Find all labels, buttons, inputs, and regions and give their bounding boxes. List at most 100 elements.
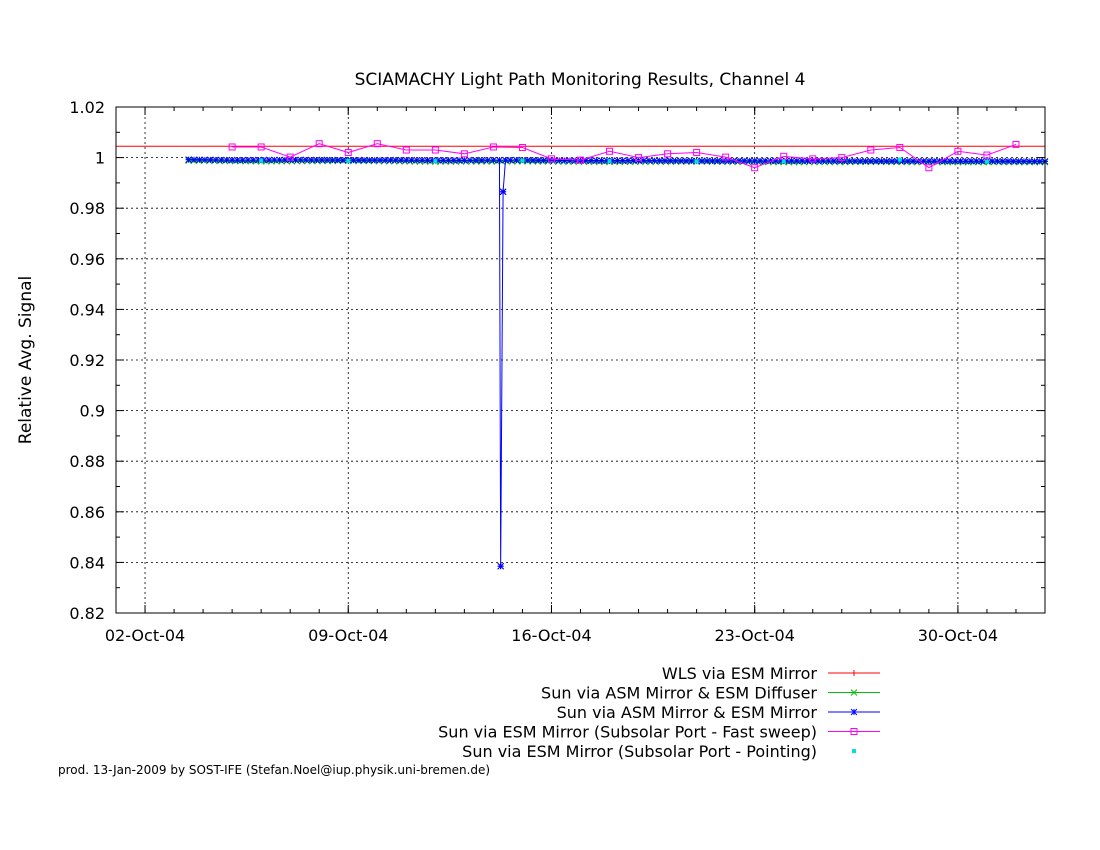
data-point bbox=[461, 157, 468, 164]
data-point bbox=[793, 157, 801, 165]
data-point bbox=[904, 157, 912, 165]
data-point bbox=[418, 156, 426, 164]
data-point bbox=[672, 157, 679, 165]
data-point bbox=[825, 157, 832, 165]
data-point bbox=[534, 156, 542, 164]
data-point bbox=[925, 157, 933, 165]
data-point bbox=[472, 156, 480, 164]
data-point bbox=[490, 156, 497, 164]
data-point bbox=[270, 156, 278, 164]
data-point bbox=[664, 150, 672, 158]
series-5 bbox=[259, 157, 989, 164]
data-point bbox=[450, 156, 458, 164]
data-point bbox=[746, 157, 753, 165]
data-point bbox=[1004, 157, 1012, 165]
data-point bbox=[709, 157, 716, 165]
data-point bbox=[962, 157, 970, 165]
data-point bbox=[455, 157, 463, 164]
legend-label: Sun via ESM Mirror (Subsolar Port - Poin… bbox=[462, 742, 817, 761]
data-point bbox=[846, 157, 854, 165]
y-tick-label: 0.98 bbox=[69, 199, 105, 218]
series-layer bbox=[116, 140, 1049, 570]
data-point bbox=[228, 143, 236, 151]
data-point bbox=[223, 156, 231, 164]
series-4 bbox=[228, 140, 1020, 172]
series-3 bbox=[185, 156, 1049, 570]
data-point bbox=[951, 157, 959, 165]
y-tick-label: 0.92 bbox=[69, 351, 105, 370]
x-tick-label: 09-Oct-04 bbox=[308, 626, 388, 645]
data-point bbox=[838, 154, 846, 162]
data-point bbox=[714, 157, 722, 165]
data-point bbox=[694, 159, 699, 164]
data-point bbox=[518, 143, 526, 151]
data-point bbox=[1015, 157, 1022, 165]
data-point bbox=[867, 157, 875, 165]
plot-frame bbox=[115, 106, 1046, 614]
data-point bbox=[666, 157, 674, 165]
legend-label: WLS via ESM Mirror bbox=[662, 664, 818, 683]
data-point bbox=[896, 143, 904, 151]
data-point bbox=[920, 157, 927, 165]
data-point bbox=[259, 158, 264, 163]
y-tick-label: 0.94 bbox=[69, 300, 105, 319]
data-point bbox=[201, 156, 209, 164]
data-point bbox=[693, 149, 701, 157]
data-point bbox=[286, 153, 294, 161]
data-point bbox=[798, 157, 806, 165]
chart-title: SCIAMACHY Light Path Monitoring Results,… bbox=[355, 70, 806, 90]
data-point bbox=[899, 157, 906, 165]
data-point bbox=[598, 157, 605, 164]
data-point bbox=[703, 157, 711, 165]
data-point bbox=[346, 158, 351, 163]
data-point bbox=[329, 156, 336, 164]
axis-ticks: 0.82 0.84 0.86 0.88 0.9 0.92 0.94 0.96 0.98 1 1.02… bbox=[69, 98, 1046, 645]
data-point bbox=[1036, 158, 1044, 165]
y-tick-label: 0.96 bbox=[69, 250, 105, 269]
y-tick-label: 0.88 bbox=[69, 452, 105, 471]
data-point bbox=[1012, 140, 1020, 148]
data-point bbox=[888, 157, 896, 165]
data-point bbox=[851, 157, 859, 165]
data-point bbox=[698, 157, 706, 165]
data-point bbox=[645, 157, 653, 165]
data-point bbox=[651, 157, 658, 165]
data-point bbox=[397, 156, 405, 164]
data-point bbox=[909, 157, 917, 165]
data-point bbox=[350, 156, 357, 164]
data-point bbox=[433, 158, 438, 163]
data-point bbox=[994, 157, 1001, 165]
legend-swatch-marker bbox=[851, 670, 857, 676]
data-point bbox=[781, 159, 786, 164]
data-point bbox=[973, 157, 980, 165]
data-point bbox=[489, 143, 497, 151]
data-point bbox=[607, 159, 612, 164]
y-tick-label: 0.82 bbox=[69, 604, 105, 623]
legend-label: Sun via ASM Mirror & ESM Diffuser bbox=[541, 684, 817, 703]
data-point bbox=[925, 164, 933, 172]
data-point bbox=[497, 562, 505, 570]
data-point bbox=[1020, 157, 1028, 165]
data-point bbox=[862, 157, 869, 165]
data-point bbox=[624, 157, 632, 164]
data-point bbox=[592, 157, 600, 164]
y-tick-label: 0.84 bbox=[69, 553, 105, 572]
data-point bbox=[556, 157, 563, 164]
data-point bbox=[315, 140, 323, 148]
data-point bbox=[413, 156, 421, 164]
footer-credit: prod. 13-Jan-2009 by SOST-IFE (Stefan.No… bbox=[58, 763, 491, 777]
data-point bbox=[856, 157, 864, 165]
series-line bbox=[232, 143, 1017, 169]
data-point bbox=[439, 156, 447, 164]
data-point bbox=[190, 156, 198, 164]
data-point bbox=[967, 157, 975, 165]
data-point bbox=[257, 143, 265, 151]
data-point bbox=[682, 157, 690, 165]
data-point bbox=[318, 156, 326, 164]
legend-swatch-marker bbox=[850, 689, 858, 696]
data-point bbox=[878, 157, 885, 165]
data-point bbox=[484, 156, 491, 164]
data-point bbox=[239, 156, 247, 164]
y-tick-label: 0.86 bbox=[69, 503, 105, 522]
